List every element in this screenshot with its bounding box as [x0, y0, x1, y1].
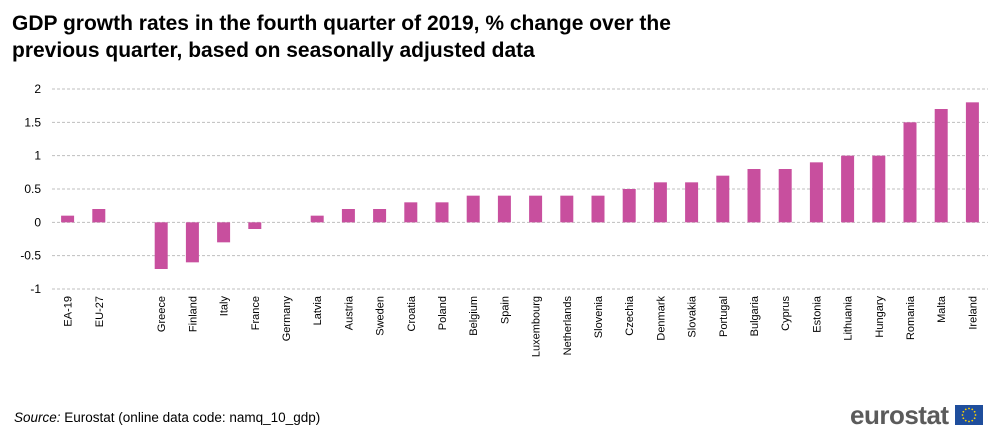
- flag-star: [962, 410, 964, 413]
- bar: [497, 195, 511, 223]
- chart-title-line1: GDP growth rates in the fourth quarter o…: [12, 12, 671, 35]
- bar: [591, 195, 605, 223]
- x-tick-label: Cyprus: [780, 296, 792, 331]
- x-tick-label: France: [250, 296, 262, 330]
- x-tick-label: Czechia: [624, 295, 636, 336]
- y-tick-label: 1.5: [24, 115, 41, 129]
- bar: [809, 162, 823, 223]
- bar: [529, 195, 543, 223]
- x-tick-label: Sweden: [375, 296, 387, 336]
- bar: [404, 202, 418, 223]
- bar: [778, 169, 792, 223]
- x-tick-label: Finland: [187, 296, 199, 332]
- bar: [872, 155, 886, 223]
- x-tick-label: Belgium: [468, 296, 480, 336]
- y-tick-label: 1: [34, 149, 41, 163]
- x-tick-label: Luxembourg: [531, 296, 543, 357]
- chart-title: GDP growth rates in the fourth quarter o…: [12, 10, 972, 64]
- bar-chart: -1 -0.5 0 0.5 1 1.5 2 EA-19 EU-27 Greece Finland It…: [20, 82, 988, 357]
- flag-star: [970, 408, 973, 411]
- x-tick-label: Germany: [281, 296, 293, 342]
- bar: [341, 209, 355, 223]
- source-text: Eurostat (online data code: namq_10_gdp): [60, 410, 321, 425]
- bar: [747, 169, 761, 223]
- flag-star: [962, 417, 964, 420]
- bar: [92, 209, 106, 223]
- bar: [903, 122, 917, 223]
- x-tick-label: Greece: [156, 296, 168, 332]
- bar: [373, 209, 387, 223]
- flag-star: [973, 410, 976, 413]
- x-tick-label: Portugal: [718, 296, 730, 337]
- bar: [685, 182, 699, 223]
- y-tick-label: -0.5: [20, 249, 41, 263]
- x-tick-label: Austria: [343, 295, 355, 330]
- x-tick-label: Bulgaria: [749, 295, 761, 336]
- x-tick-label: EU-27: [94, 296, 106, 327]
- bar: [841, 155, 855, 223]
- bar: [965, 102, 979, 223]
- x-tick-label: Poland: [437, 296, 449, 330]
- x-tick-label: EA-19: [63, 296, 75, 327]
- eu-flag-icon: [954, 405, 983, 425]
- flag-star: [967, 420, 970, 423]
- bar: [716, 175, 730, 223]
- x-tick-label: Hungary: [874, 296, 886, 338]
- bar: [310, 215, 324, 223]
- bar: [217, 222, 231, 243]
- x-tick-label: Croatia: [406, 295, 418, 331]
- x-tick-label: Italy: [219, 296, 231, 317]
- bar: [154, 222, 168, 269]
- eurostat-logo: eurostat: [850, 399, 983, 430]
- x-tick-label: Lithuania: [843, 295, 855, 341]
- x-tick-label: Spain: [499, 296, 511, 324]
- x-tick-label: Ireland: [967, 296, 979, 330]
- bar: [622, 189, 636, 223]
- x-tick-label: Latvia: [312, 295, 324, 325]
- flag-star: [974, 414, 976, 416]
- chart-title-line2: previous quarter, based on seasonally ad…: [12, 39, 535, 62]
- y-tick-label: 0.5: [24, 182, 41, 196]
- x-tick-label: Netherlands: [562, 296, 574, 356]
- flag-star: [964, 419, 967, 422]
- bar: [185, 222, 199, 263]
- x-tick-label: Denmark: [655, 296, 667, 341]
- source-note: Source: Eurostat (online data code: namq…: [14, 410, 320, 425]
- flag-star: [973, 417, 976, 420]
- y-tick-label: 0: [34, 215, 41, 229]
- y-tick-label: 2: [34, 82, 41, 96]
- y-tick-label: -1: [30, 282, 41, 296]
- x-tick-label: Slovakia: [687, 295, 699, 337]
- eurostat-logo-text: eurostat: [850, 399, 949, 430]
- bar: [653, 182, 667, 223]
- bar: [466, 195, 480, 223]
- flag-star: [967, 407, 970, 410]
- bar: [435, 202, 449, 223]
- bar: [560, 195, 574, 223]
- x-tick-label: Estonia: [811, 295, 823, 333]
- bar: [61, 215, 75, 223]
- flag-star: [964, 408, 967, 411]
- flag-star: [970, 419, 973, 422]
- bar: [934, 109, 948, 223]
- x-tick-label: Slovenia: [593, 295, 605, 338]
- x-tick-label: Malta: [936, 295, 948, 323]
- flag-star: [961, 414, 963, 416]
- x-tick-label: Romania: [905, 295, 917, 340]
- bar: [248, 222, 262, 229]
- source-label: Source:: [14, 410, 61, 425]
